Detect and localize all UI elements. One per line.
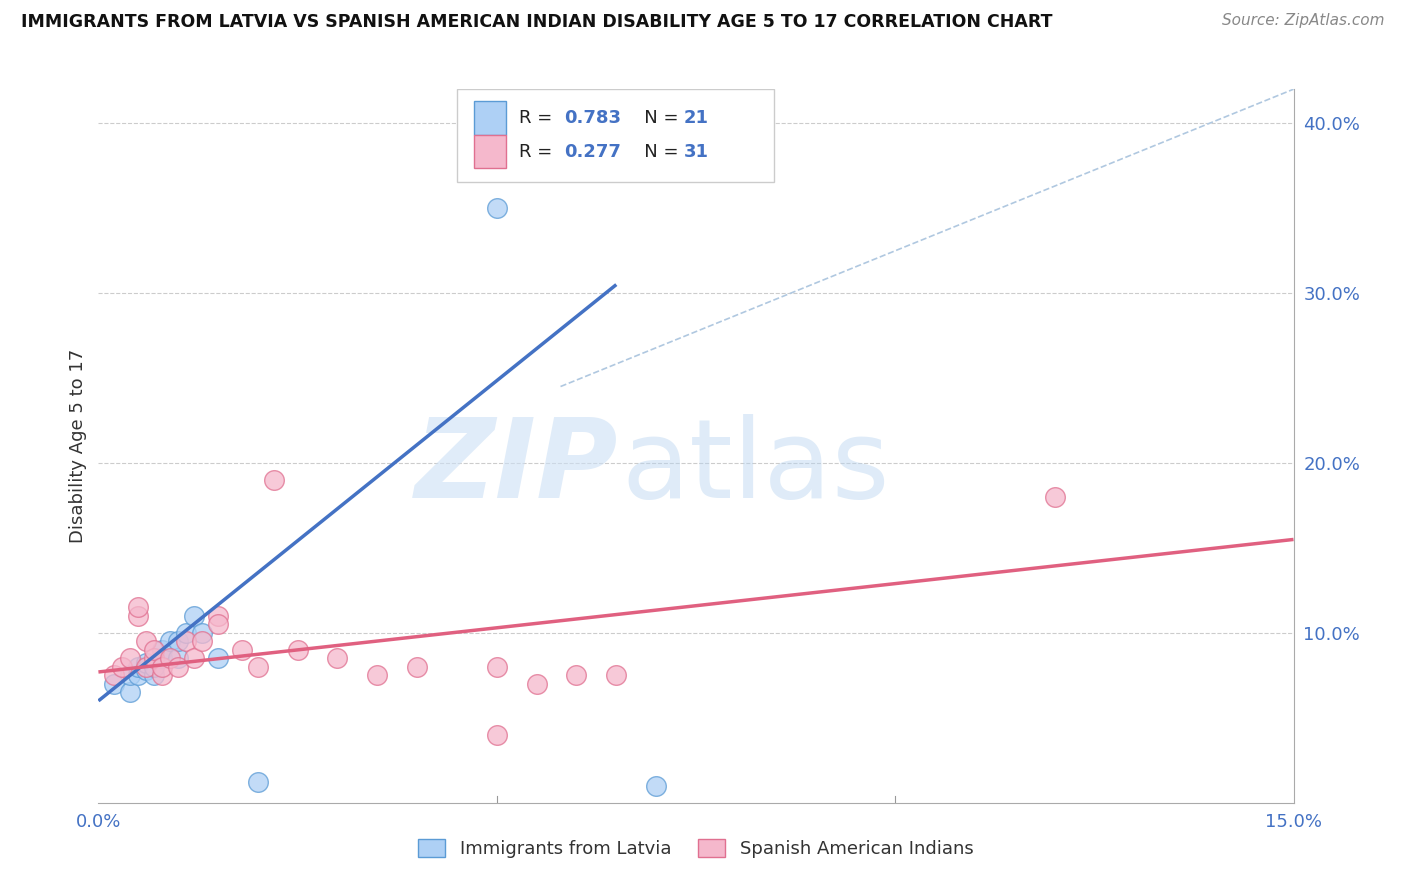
Point — [191, 626, 214, 640]
Text: IMMIGRANTS FROM LATVIA VS SPANISH AMERICAN INDIAN DISABILITY AGE 5 TO 17 CORRELA: IMMIGRANTS FROM LATVIA VS SPANISH AMERIC… — [21, 13, 1053, 31]
Point — [645, 779, 668, 793]
Point — [143, 651, 166, 665]
Point — [565, 668, 588, 682]
Point — [135, 634, 157, 648]
Text: R =: R = — [519, 109, 558, 127]
Point — [143, 668, 166, 682]
Text: 31: 31 — [685, 143, 709, 161]
Point — [1043, 490, 1066, 504]
Point — [120, 685, 142, 699]
Y-axis label: Disability Age 5 to 17: Disability Age 5 to 17 — [69, 349, 87, 543]
Point — [103, 668, 125, 682]
Point — [103, 677, 125, 691]
Point — [167, 660, 190, 674]
Point — [143, 643, 166, 657]
Point — [120, 668, 142, 682]
Point — [326, 651, 349, 665]
FancyBboxPatch shape — [457, 89, 773, 182]
Text: Source: ZipAtlas.com: Source: ZipAtlas.com — [1222, 13, 1385, 29]
Text: N =: N = — [627, 143, 683, 161]
Text: ZIP: ZIP — [415, 414, 619, 521]
Point — [485, 728, 508, 742]
Point — [120, 651, 142, 665]
Point — [159, 634, 181, 648]
Point — [231, 643, 253, 657]
Point — [150, 643, 173, 657]
Point — [406, 660, 429, 674]
Point — [127, 660, 149, 674]
FancyBboxPatch shape — [474, 102, 506, 135]
Point — [174, 634, 197, 648]
Point — [207, 617, 229, 632]
Point — [263, 473, 285, 487]
Point — [366, 668, 388, 682]
Text: atlas: atlas — [621, 414, 890, 521]
Point — [127, 600, 149, 615]
Point — [111, 660, 134, 674]
Point — [127, 668, 149, 682]
Point — [287, 643, 309, 657]
Point — [246, 775, 269, 789]
Text: 0.277: 0.277 — [565, 143, 621, 161]
Point — [127, 608, 149, 623]
Point — [526, 677, 548, 691]
Text: 0.783: 0.783 — [565, 109, 621, 127]
Point — [605, 668, 627, 682]
Point — [135, 663, 157, 677]
Point — [167, 651, 190, 665]
Point — [183, 651, 205, 665]
Point — [150, 668, 173, 682]
Point — [191, 634, 214, 648]
Point — [485, 660, 508, 674]
Point — [246, 660, 269, 674]
Point — [207, 651, 229, 665]
Text: 21: 21 — [685, 109, 709, 127]
Point — [150, 660, 173, 674]
FancyBboxPatch shape — [474, 135, 506, 169]
Point — [207, 608, 229, 623]
Point — [485, 201, 508, 215]
Point — [143, 660, 166, 674]
Legend: Immigrants from Latvia, Spanish American Indians: Immigrants from Latvia, Spanish American… — [411, 831, 981, 865]
Text: N =: N = — [627, 109, 683, 127]
Point — [167, 634, 190, 648]
Text: R =: R = — [519, 143, 558, 161]
Point — [183, 608, 205, 623]
Point — [135, 660, 157, 674]
Point — [174, 626, 197, 640]
Point — [159, 651, 181, 665]
Point — [150, 651, 173, 665]
Point — [135, 657, 157, 671]
